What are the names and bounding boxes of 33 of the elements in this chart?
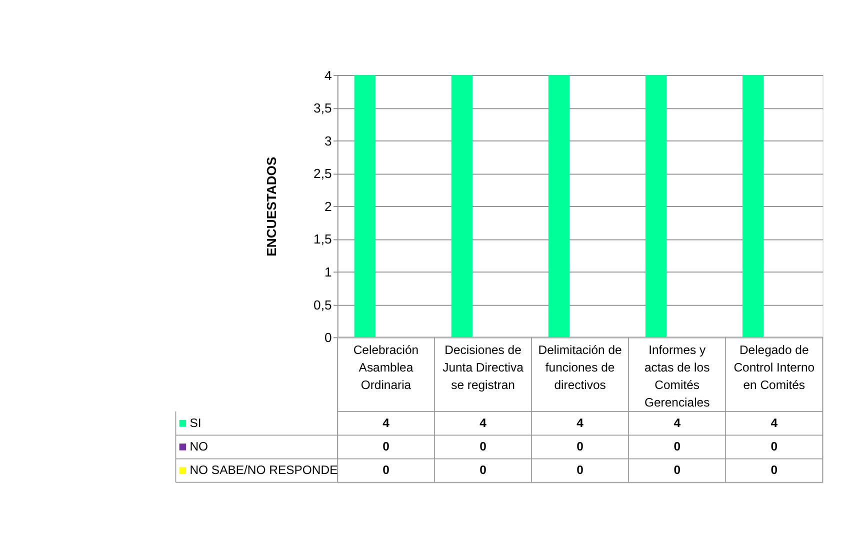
- data-label: 0: [674, 463, 681, 478]
- data-label: 0: [770, 439, 778, 454]
- y-tick-label: 2: [324, 198, 332, 214]
- x-tick-label: Decisiones de Junta Directiva se registran: [442, 342, 524, 392]
- data-label: 0: [674, 439, 681, 454]
- y-tick-label: 0,5: [314, 297, 332, 312]
- data-label: 4: [674, 416, 681, 430]
- y-tick-label: 3,5: [314, 100, 332, 116]
- data-label: 0: [480, 463, 487, 478]
- y-tick-label: 1,5: [314, 232, 332, 247]
- data-label: 0: [770, 463, 778, 478]
- x-tick-label: Delegado de Control Interno en Comités: [734, 342, 815, 392]
- x-tick-label: Delimitación de funciones de directivos: [538, 342, 622, 392]
- data-label: 0: [480, 439, 487, 454]
- data-label: 4: [770, 416, 778, 430]
- data-label: 0: [576, 439, 584, 454]
- legend-label: SI: [190, 416, 202, 430]
- y-tick-label: 1: [324, 264, 332, 280]
- data-label: 4: [576, 416, 584, 430]
- x-tick-label: Informes y actas de los Comités Gerenciales: [644, 342, 710, 410]
- y-axis-title: ENCUESTADOS: [264, 156, 279, 256]
- data-label: 0: [382, 439, 390, 454]
- data-label: 4: [480, 416, 487, 430]
- data-label: 4: [382, 416, 390, 430]
- x-tick-label: Celebración Asamblea Ordinaria: [353, 342, 419, 392]
- data-label: 0: [382, 463, 390, 478]
- y-tick-label: 3: [324, 133, 332, 148]
- legend-label: NO SABE/NO RESPONDE: [190, 463, 338, 478]
- legend-label: NO: [190, 439, 208, 454]
- y-tick-label: 4: [324, 68, 332, 83]
- data-label: 0: [576, 463, 584, 478]
- y-tick-label: 0: [324, 330, 332, 346]
- y-tick-label: 2,5: [314, 166, 332, 182]
